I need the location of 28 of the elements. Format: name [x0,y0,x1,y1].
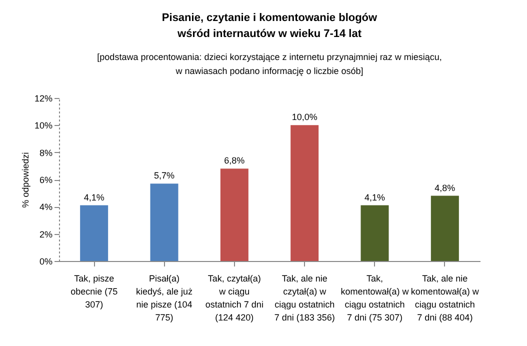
bar [360,205,389,261]
bar [220,168,248,261]
x-tick-label: Tak, pisze obecnie (75 307) [70,274,118,310]
data-label: 10,0% [292,112,318,122]
y-tick-label: 10% [34,120,52,131]
x-tick-label: Tak, czytał(a) w ciągu ostatnich 7 dni (124 420) [205,274,264,322]
y-tick-label: 6% [39,175,52,185]
y-axis-title: % odpowiedzi [20,152,30,208]
chart-subtitle: [podstawa procentowania: dzieci korzystające z internetu przynajmniej raz w miesiącu, w nawiasach podano informację o liczbie osób] [97,52,442,76]
data-label: 5,7% [154,170,175,181]
bar [290,125,319,261]
y-tick-label: 12% [34,94,52,104]
data-label: 4,1% [84,192,104,202]
y-tick-label: 0% [39,256,52,266]
data-label: 4,1% [364,192,386,202]
y-tick-label: 4% [39,202,52,212]
data-label: 6,8% [224,156,245,166]
chart-title: Pisanie, czytanie i komentowanie blogów wśród internautów w wieku 7-14 lat [162,12,378,40]
bar [430,196,459,261]
x-tick-label: Tak, ale nie czytał(a) w ciągu ostatnich 7 dni (183 356) [274,274,335,322]
x-tick-label: Tak, ale nie komentował(a) w ciągu ostatnich 7 dni (88 404) [410,274,480,322]
bar [150,184,178,261]
x-tick-label: Pisał(a) kiedyś, ale już nie pisze (104 775) [136,274,194,322]
bar [80,205,108,261]
y-tick-label: 2% [39,229,52,240]
y-tick-label: 8% [39,148,52,158]
data-label: 4,8% [434,182,456,193]
x-tick-label: Tak, komentował(a) w ciągu ostatnich 7 dni (75 307) [340,274,410,322]
